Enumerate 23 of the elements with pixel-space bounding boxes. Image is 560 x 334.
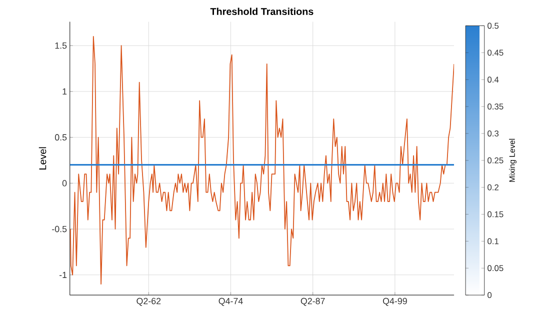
color-bar-label: 0.3 — [488, 130, 499, 137]
y-tick-label: 0 — [62, 180, 67, 187]
color-bar-label: 0.1 — [488, 238, 499, 244]
color-bar-label: 0.2 — [488, 184, 498, 190]
color-bar-label: 0.05 — [488, 265, 504, 272]
y-tick-label: -1 — [59, 272, 67, 278]
color-bar-label: 0.35 — [488, 104, 504, 110]
color-bar-label: 0 — [488, 292, 492, 298]
chart-title: Threshold Transitions — [210, 8, 314, 16]
y-tick-label: -0.5 — [52, 226, 67, 232]
x-tick-label: Q2-62 — [136, 298, 161, 306]
y-tick-label: 0.5 — [54, 134, 67, 141]
x-tick-label: Q4-74 — [218, 298, 243, 306]
y-axis-title: Level — [38, 147, 46, 170]
color-bar-label: 0.5 — [488, 22, 499, 29]
color-bar-label: 0.25 — [488, 158, 504, 164]
color-bar-label: 0.15 — [488, 211, 504, 218]
color-bar-label: 0.45 — [488, 50, 504, 56]
x-tick-label: Q2-87 — [300, 298, 325, 306]
y-tick-label: 1.5 — [55, 42, 67, 49]
color-bar-label: 0.4 — [488, 76, 499, 83]
x-tick-label: Q4-99 — [382, 298, 407, 306]
y-tick-label: 1 — [62, 88, 67, 95]
